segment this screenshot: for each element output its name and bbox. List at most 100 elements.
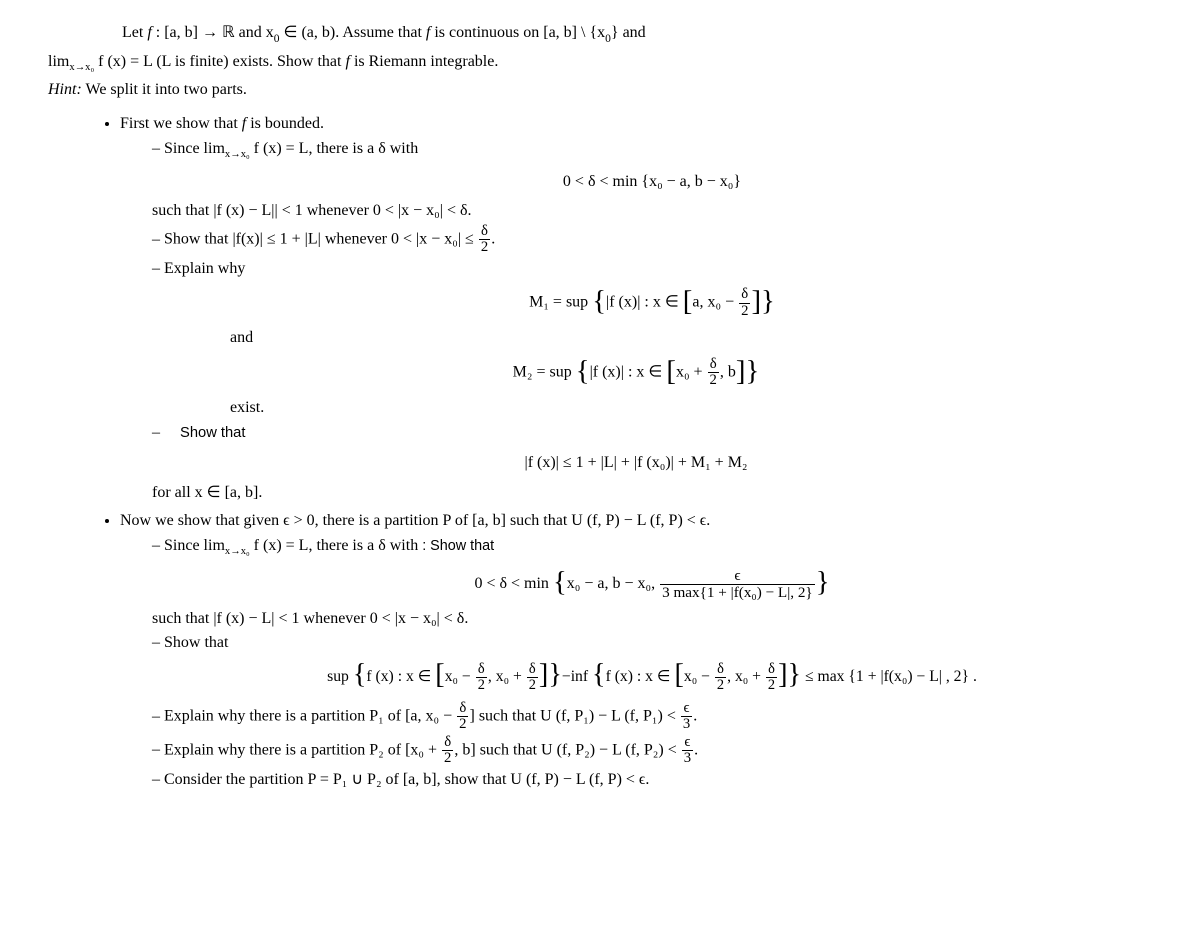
and-label: and	[120, 327, 1152, 349]
text: Now we show that given ϵ > 0, there is a…	[120, 512, 710, 529]
problem-statement-line1: Let f : [a, b] → ℝ and x0 ∈ (a, b). Assu…	[48, 22, 1152, 47]
text: , b	[720, 364, 736, 381]
problem-statement-line2: limx→x₀ f (x) = L (L is finite) exists. …	[48, 51, 1152, 75]
dash-list-2: Since limx→x₀ f (x) = L, there is a δ wi…	[120, 535, 1152, 790]
text: , x₀ +	[488, 668, 526, 685]
text: f (x) = L (L is finite) exists. Show tha…	[94, 53, 345, 70]
sub0: 0	[274, 33, 280, 45]
hint-text: We split it into two parts.	[82, 81, 247, 98]
text: Explain why there is a partition P₁ of […	[164, 708, 456, 725]
text: Explain why	[164, 260, 245, 277]
bracket-l: [	[435, 665, 444, 685]
text: |f (x)| : x ∈	[606, 294, 683, 311]
frac-delta-2: δ2	[708, 357, 719, 389]
brace-r: }	[746, 361, 760, 381]
brace-l: {	[553, 572, 567, 592]
show-that-arial: Show that	[180, 425, 245, 441]
dash-2-1: Since limx→x₀ f (x) = L, there is a δ wi…	[152, 535, 1152, 630]
dash: –	[152, 424, 160, 441]
such-that-2: such that |f (x) − L| < 1 whenever 0 < |…	[152, 608, 1152, 630]
lim-sub: x→x₀	[69, 62, 94, 73]
frac-d2: δ2	[457, 701, 468, 733]
bracket-l: [	[683, 291, 693, 311]
brace-l: {	[592, 665, 606, 685]
frac-e3: ϵ3	[681, 701, 692, 733]
dash-list-1: Since limx→x₀ f (x) = L, there is a δ wi…	[120, 138, 1152, 319]
bracket-r: ]	[539, 665, 548, 685]
eq-M2: M₂ = sup {|f (x)| : x ∈ [x₀ + δ2, b]}	[120, 357, 1152, 389]
dash-1-2: Show that |f(x)| ≤ 1 + |L| whenever 0 < …	[152, 224, 1152, 256]
frac-d2: δ2	[715, 662, 726, 693]
show-that-inline: : Show that	[422, 538, 494, 554]
text: Show that |f(x)| ≤ 1 + |L| whenever 0 < …	[164, 231, 478, 248]
text: .	[693, 708, 697, 725]
dash-1-1: Since limx→x₀ f (x) = L, there is a δ wi…	[152, 138, 1152, 222]
text: x₀ − a, b − x₀,	[567, 575, 659, 592]
text: f (x) : x ∈	[606, 668, 675, 685]
brace-r: }	[788, 665, 802, 685]
frac-d2: δ2	[476, 662, 487, 693]
text: .	[694, 741, 698, 758]
bullet-1: First we show that f is bounded. Since l…	[120, 113, 1152, 504]
text: ∈ (a, b). Assume that	[280, 24, 426, 41]
dash-2-2: Show that sup {f (x) : x ∈ [x₀ − δ2, x₀ …	[152, 632, 1152, 693]
math: |f (x)| ≤ 1 + |L| + |f (x₀)| + M₁ + M₂	[524, 454, 747, 471]
text: x₀ −	[684, 668, 714, 685]
dash-1-3: Explain why M₁ = sup {|f (x)| : x ∈ [a, …	[152, 258, 1152, 320]
text: Since lim	[164, 537, 225, 554]
dash-1-4: – Show that	[120, 422, 1152, 444]
text: } and	[611, 24, 646, 41]
eq-sup-inf: sup {f (x) : x ∈ [x₀ − δ2, x₀ + δ2]}−inf…	[152, 662, 1152, 693]
text: Explain why there is a partition P₂ of […	[164, 741, 441, 758]
brace-r: }	[761, 291, 775, 311]
text: |f (x)| : x ∈	[590, 364, 667, 381]
lim: lim	[48, 53, 69, 70]
sup: sup	[327, 668, 353, 685]
math: 0 < δ < min {x₀ − a, b − x₀}	[563, 173, 741, 190]
eq-bound: |f (x)| ≤ 1 + |L| + |f (x₀)| + M₁ + M₂	[120, 452, 1152, 474]
text: : [a, b] → ℝ and x	[152, 24, 274, 41]
frac-d2: δ2	[527, 662, 538, 693]
text: , x₀ +	[727, 668, 765, 685]
text: ] such that U (f, P₁) − L (f, P₁) <	[469, 708, 679, 725]
text: f (x) = L, there is a δ with	[250, 140, 419, 157]
brace-r: }	[816, 572, 830, 592]
frac-eps: ϵ3 max{1 + |f(x₀) − L|, 2}	[660, 568, 815, 601]
bracket-r: ]	[736, 361, 746, 381]
frac-delta-2: δ2	[479, 224, 490, 256]
dash-2-4: Explain why there is a partition P₂ of […	[152, 735, 1152, 767]
leq: ≤ max {1 + |f(x₀) − L| , 2} .	[801, 668, 977, 685]
minus-inf: −inf	[562, 668, 592, 685]
hint-line: Hint: We split it into two parts.	[48, 79, 1152, 101]
frac-e3: ϵ3	[682, 735, 693, 767]
dash-2-5: Consider the partition P = P₁ ∪ P₂ of [a…	[152, 769, 1152, 791]
hint-label: Hint:	[48, 81, 82, 98]
eq-M1: M₁ = sup {|f (x)| : x ∈ [a, x₀ − δ2]}	[152, 287, 1152, 319]
bracket-r: ]	[751, 291, 761, 311]
eq-delta-min-eps: 0 < δ < min {x₀ − a, b − x₀, ϵ3 max{1 + …	[152, 568, 1152, 601]
brace-l: {	[353, 665, 367, 685]
exist-label: exist.	[120, 397, 1152, 419]
lim-sub: x→x₀	[225, 546, 250, 557]
lim-sub: x→x₀	[225, 150, 250, 161]
for-all: for all x ∈ [a, b].	[120, 482, 1152, 504]
bracket-r: ]	[778, 665, 787, 685]
text: Consider the partition P = P₁ ∪ P₂ of [a…	[164, 771, 649, 788]
text: First we show that	[120, 115, 242, 132]
text: .	[491, 231, 495, 248]
bullet-list: First we show that f is bounded. Since l…	[48, 113, 1152, 791]
text: a, x₀ −	[692, 294, 738, 311]
text: , b] such that U (f, P₂) − L (f, P₂) <	[454, 741, 680, 758]
text: is Riemann integrable.	[350, 53, 498, 70]
text: M₂ = sup	[513, 364, 576, 381]
brace-l: {	[576, 361, 590, 381]
eq-delta-min: 0 < δ < min {x₀ − a, b − x₀}	[152, 171, 1152, 193]
bullet-2: Now we show that given ϵ > 0, there is a…	[120, 510, 1152, 791]
text: f (x) = L, there is a δ with	[250, 537, 419, 554]
text: x₀ −	[445, 668, 475, 685]
text: M₁ = sup	[529, 294, 592, 311]
text: f (x) : x ∈	[366, 668, 435, 685]
document-page: { "intro": { "line1_a": "Let ", "line1_b…	[0, 0, 1200, 941]
text: Since lim	[164, 140, 225, 157]
frac-d2: δ2	[766, 662, 777, 693]
